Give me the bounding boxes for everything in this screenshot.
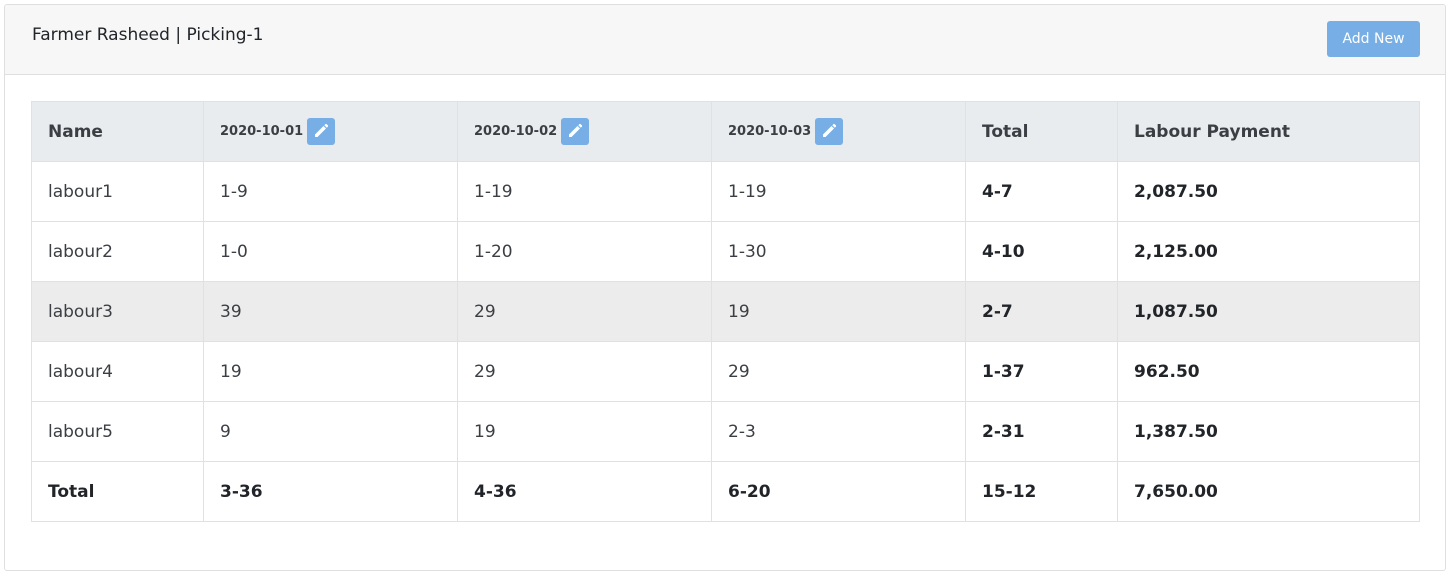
column-header-total: Total: [965, 101, 1118, 162]
day-3-cell: 1-30: [711, 221, 966, 282]
table-header-row: Name 2020-10-01 2020-10-02 2020-10-03 To…: [31, 101, 1420, 162]
column-header-labour-payment: Labour Payment: [1117, 101, 1420, 162]
column-header-date: 2020-10-01: [203, 101, 458, 162]
labour-name-cell: labour5: [31, 401, 204, 462]
edit-date-button[interactable]: [815, 118, 844, 145]
day-2-cell: 1-19: [457, 161, 712, 222]
day-3-cell: 2-3: [711, 401, 966, 462]
add-new-button[interactable]: Add New: [1327, 21, 1420, 57]
row-total-cell: 1-37: [965, 341, 1118, 402]
day-3-cell: 29: [711, 341, 966, 402]
edit-date-button[interactable]: [561, 118, 590, 145]
labour-payment-cell: 2,087.50: [1117, 161, 1420, 222]
total-payment-cell: 7,650.00: [1117, 461, 1420, 522]
labour-payment-cell: 1,087.50: [1117, 281, 1420, 342]
picking-card: Farmer Rasheed | Picking-1 Add New Name …: [4, 4, 1446, 571]
labour-payment-cell: 1,387.50: [1117, 401, 1420, 462]
totals-row: Total 3-36 4-36 6-20 15-12 7,650.00: [31, 461, 1420, 522]
labour-name-cell: labour3: [31, 281, 204, 342]
row-total-cell: 4-10: [965, 221, 1118, 282]
labour-payment-cell: 962.50: [1117, 341, 1420, 402]
column-header-date-label: 2020-10-03: [728, 124, 812, 139]
day-2-cell: 29: [457, 281, 712, 342]
table-row: labour4 19 29 29 1-37 962.50: [31, 341, 1420, 402]
day-3-cell: 1-19: [711, 161, 966, 222]
row-total-cell: 2-7: [965, 281, 1118, 342]
page-title: Farmer Rasheed | Picking-1: [32, 25, 264, 45]
column-header-name: Name: [31, 101, 204, 162]
day-1-cell: 1-9: [203, 161, 458, 222]
pencil-icon: [315, 123, 329, 137]
day-2-cell: 19: [457, 401, 712, 462]
grand-total-cell: 15-12: [965, 461, 1118, 522]
table-row: labour1 1-9 1-19 1-19 4-7 2,087.50: [31, 161, 1420, 222]
edit-date-button[interactable]: [307, 118, 336, 145]
pencil-icon: [823, 123, 837, 137]
day-1-cell: 1-0: [203, 221, 458, 282]
totals-day-3-cell: 6-20: [711, 461, 966, 522]
table-row: labour5 9 19 2-3 2-31 1,387.50: [31, 401, 1420, 462]
column-header-date: 2020-10-03: [711, 101, 966, 162]
day-1-cell: 39: [203, 281, 458, 342]
day-1-cell: 19: [203, 341, 458, 402]
day-1-cell: 9: [203, 401, 458, 462]
row-total-cell: 2-31: [965, 401, 1118, 462]
card-header: Farmer Rasheed | Picking-1 Add New: [5, 5, 1445, 75]
table-row-hovered: labour3 39 29 19 2-7 1,087.50: [31, 281, 1420, 342]
row-total-cell: 4-7: [965, 161, 1118, 222]
pencil-icon: [569, 123, 583, 137]
day-2-cell: 29: [457, 341, 712, 402]
labour-name-cell: labour4: [31, 341, 204, 402]
totals-day-1-cell: 3-36: [203, 461, 458, 522]
column-header-date-label: 2020-10-01: [220, 124, 304, 139]
day-2-cell: 1-20: [457, 221, 712, 282]
labour-table: Name 2020-10-01 2020-10-02 2020-10-03 To…: [31, 101, 1420, 522]
labour-payment-cell: 2,125.00: [1117, 221, 1420, 282]
labour-name-cell: labour2: [31, 221, 204, 282]
totals-label-cell: Total: [31, 461, 204, 522]
table-row: labour2 1-0 1-20 1-30 4-10 2,125.00: [31, 221, 1420, 282]
totals-day-2-cell: 4-36: [457, 461, 712, 522]
day-3-cell: 19: [711, 281, 966, 342]
column-header-date: 2020-10-02: [457, 101, 712, 162]
column-header-date-label: 2020-10-02: [474, 124, 558, 139]
labour-name-cell: labour1: [31, 161, 204, 222]
